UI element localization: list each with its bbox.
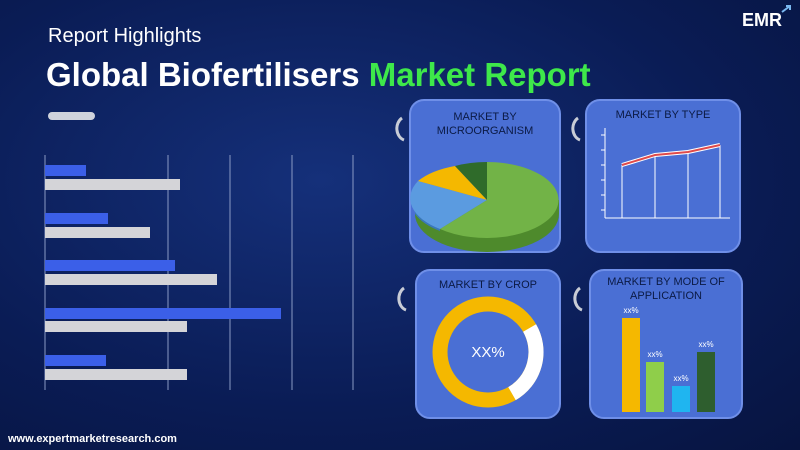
decorative-bars	[45, 165, 281, 380]
donut-label: XX%	[471, 344, 505, 361]
title-highlight: Market Report	[368, 56, 591, 93]
bar-label: xx%	[623, 306, 639, 315]
title-main: Global Biofertilisers	[46, 56, 360, 93]
grid	[44, 155, 354, 390]
arrows	[395, 116, 583, 312]
line-chart	[601, 128, 730, 219]
mode-bars	[622, 318, 715, 412]
logo: EMR	[742, 10, 782, 30]
panel-title: MARKET BY TYPE	[615, 109, 711, 121]
panel-title: MARKET BY MICROORGANISM	[436, 111, 534, 137]
donut	[432, 296, 544, 408]
panels	[409, 99, 743, 419]
logo-arrow	[781, 5, 791, 13]
pie	[410, 162, 559, 252]
footer-url: www.expertmarketresearch.com	[8, 433, 177, 445]
bar-label: xx%	[698, 340, 714, 349]
divider-pill	[48, 112, 95, 120]
title: Global Biofertilisers Market Report	[46, 56, 591, 94]
subtitle: Report Highlights	[48, 25, 202, 47]
bar-label: xx%	[673, 374, 689, 383]
panel-title: MARKET BY CROP	[438, 279, 537, 291]
bar-label: xx%	[647, 350, 663, 359]
panel-title: MARKET BY MODE OF APPLICATION	[607, 276, 725, 302]
